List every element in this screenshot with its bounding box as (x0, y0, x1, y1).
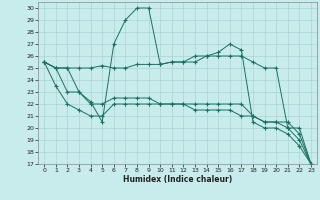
X-axis label: Humidex (Indice chaleur): Humidex (Indice chaleur) (123, 175, 232, 184)
